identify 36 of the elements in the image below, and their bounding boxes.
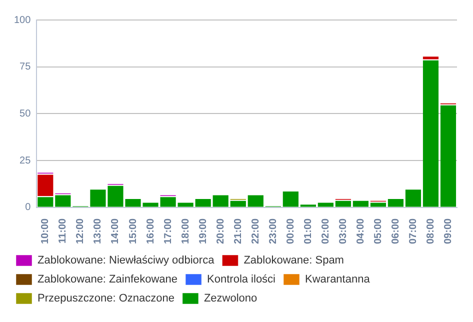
x-tick-label: 00:00: [285, 218, 296, 244]
x-tick-label: 08:00: [425, 218, 436, 244]
legend-label: Zezwolono: [204, 292, 258, 305]
legend-label: Kontrola ilości: [207, 274, 276, 286]
x-tick-label: 23:00: [268, 218, 279, 244]
legend-label: Przepuszczone: Oznaczone: [38, 292, 174, 305]
y-tick-label: 75: [20, 62, 32, 73]
x-tick-label: 05:00: [372, 218, 384, 244]
y-tick-label: 0: [25, 202, 32, 214]
x-tick-label: 19:00: [198, 218, 209, 244]
x-tick-label: 10:00: [40, 218, 52, 244]
x-tick-label: 17:00: [162, 218, 174, 244]
x-tick-label: 06:00: [390, 218, 402, 244]
x-tick-label: 01:00: [302, 218, 314, 244]
y-tick-label: 25: [20, 155, 32, 166]
x-tick-label: 02:00: [320, 218, 332, 244]
x-tick-label: 14:00: [110, 218, 122, 244]
x-tick-label: 20:00: [215, 218, 226, 244]
x-tick-label: 21:00: [232, 218, 244, 244]
x-tick-label: 13:00: [92, 218, 104, 244]
y-tick-label: 100: [14, 14, 32, 26]
x-tick-label: 09:00: [442, 218, 454, 244]
x-tick-label: 12:00: [75, 218, 86, 244]
legend-label: Zablokowane: Niewłaściwy odbiorca: [38, 254, 216, 267]
x-tick-label: 18:00: [180, 218, 192, 244]
x-tick-label: 22:00: [250, 218, 262, 244]
legend-label: Kwarantanna: [305, 274, 371, 286]
legend-label: Zablokowane: Spam: [244, 254, 344, 267]
y-tick-label: 50: [20, 108, 32, 120]
x-tick-label: 03:00: [338, 218, 349, 244]
x-tick-label: 15:00: [128, 218, 139, 244]
x-tick-label: 16:00: [145, 218, 156, 244]
x-tick-label: 04:00: [355, 218, 366, 244]
legend-label: Zablokowane: Zainfekowane: [38, 274, 178, 286]
x-tick-label: 07:00: [408, 218, 419, 244]
x-tick-label: 11:00: [58, 218, 69, 244]
